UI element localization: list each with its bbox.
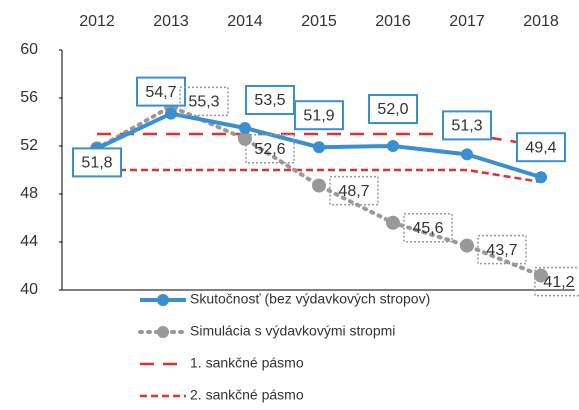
label-box bbox=[516, 132, 566, 163]
point bbox=[239, 122, 251, 134]
data-label: 52,0 bbox=[377, 101, 408, 118]
data-label: 51,3 bbox=[451, 118, 482, 135]
point bbox=[460, 238, 474, 253]
label-box bbox=[442, 110, 492, 141]
point bbox=[534, 268, 548, 283]
x-tick-label: 2014 bbox=[227, 13, 263, 30]
y-tick-label: 40 bbox=[20, 281, 38, 298]
x-tick-label: 2015 bbox=[301, 13, 337, 30]
x-tick-label: 2016 bbox=[375, 13, 411, 30]
data-label: 54,7 bbox=[145, 84, 176, 101]
series-line bbox=[97, 168, 542, 184]
y-tick-label: 56 bbox=[20, 89, 38, 106]
label-box bbox=[368, 94, 418, 124]
data-label: 52,6 bbox=[254, 141, 285, 158]
data-label: 41,2 bbox=[543, 274, 574, 291]
y-tick-label: 44 bbox=[20, 233, 38, 250]
label-box bbox=[179, 86, 229, 117]
legend-marker bbox=[157, 326, 169, 338]
point bbox=[461, 148, 473, 161]
label-box bbox=[477, 234, 527, 265]
legend-label: Skutočnosť (bez výdavkových stropov) bbox=[190, 291, 430, 307]
data-label: 48,7 bbox=[338, 183, 369, 200]
point bbox=[535, 171, 547, 184]
data-label: 43,7 bbox=[486, 242, 517, 259]
x-tick-label: 2013 bbox=[153, 13, 189, 30]
label-box bbox=[403, 213, 453, 243]
data-label: 51,8 bbox=[81, 155, 112, 172]
y-tick-label: 60 bbox=[20, 41, 38, 58]
y-tick-label: 48 bbox=[20, 185, 38, 202]
data-label: 51,9 bbox=[303, 107, 334, 124]
label-box bbox=[136, 76, 186, 107]
y-tick-label: 52 bbox=[20, 137, 38, 154]
data-label: 45,6 bbox=[412, 220, 443, 237]
data-label: 53,5 bbox=[254, 92, 285, 109]
x-tick-label: 2018 bbox=[523, 13, 559, 30]
label-box bbox=[294, 100, 344, 131]
point bbox=[313, 141, 325, 154]
data-label: 55,3 bbox=[188, 94, 219, 111]
legend-label: Simulácia s výdavkovými stropmi bbox=[190, 323, 395, 339]
legend-label: 2. sankčné pásmo bbox=[190, 387, 304, 403]
x-tick-label: 2017 bbox=[449, 13, 485, 30]
label-box bbox=[329, 175, 379, 206]
point bbox=[312, 178, 326, 193]
data-label: 49,4 bbox=[525, 139, 556, 156]
label-box bbox=[245, 134, 295, 164]
point bbox=[165, 107, 177, 120]
label-box bbox=[72, 147, 122, 178]
legend-label: 1. sankčné pásmo bbox=[190, 355, 304, 371]
point bbox=[238, 131, 252, 146]
legend-marker bbox=[157, 294, 169, 306]
point bbox=[386, 215, 400, 230]
x-tick-label: 2012 bbox=[79, 13, 115, 30]
label-box bbox=[245, 85, 295, 115]
label-box bbox=[534, 266, 579, 297]
point bbox=[387, 140, 399, 152]
